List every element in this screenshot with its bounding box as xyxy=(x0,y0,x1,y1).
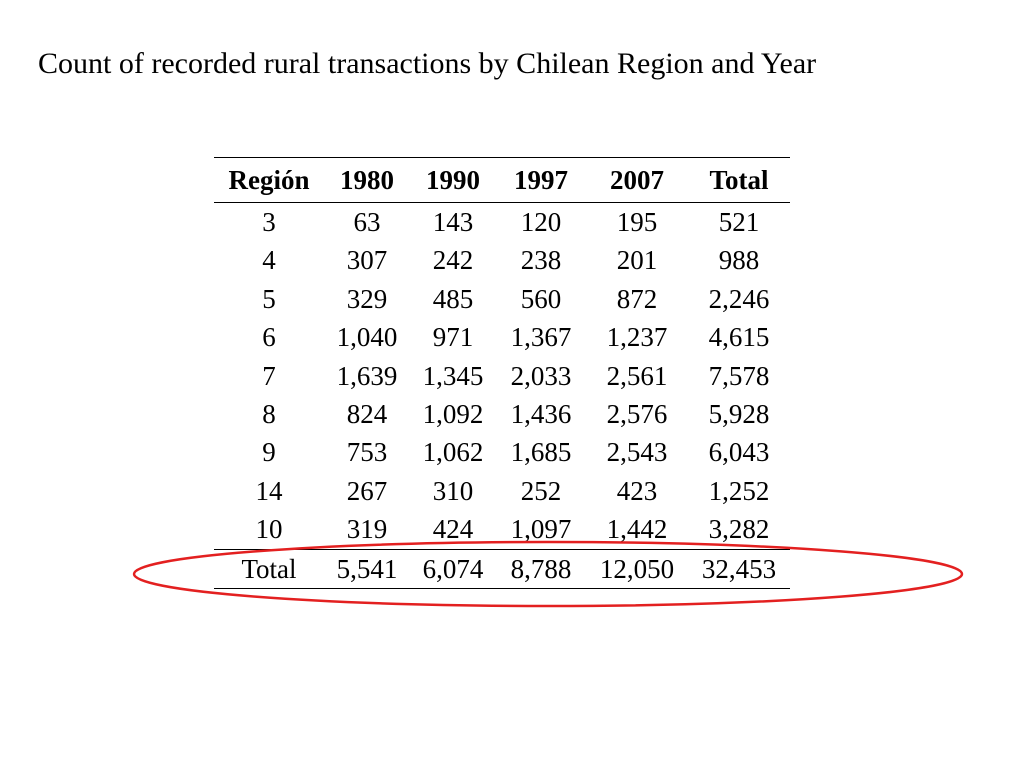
table-cell: 143 xyxy=(432,207,474,237)
table-cell: 1,436 xyxy=(510,399,572,430)
table-cell: 560 xyxy=(520,283,562,314)
table-row: 14 267 310 252 423 1,252 xyxy=(214,472,790,510)
table-header-row: Región 1980 1990 1997 2007 Total xyxy=(214,157,790,203)
table-cell: 238 xyxy=(520,245,562,276)
table-cell: 252 xyxy=(520,475,562,506)
table-cell: 1,367 xyxy=(510,322,572,353)
table-cell: 10 xyxy=(255,514,283,545)
page-title: Count of recorded rural transactions by … xyxy=(38,47,817,80)
table-row: 9 753 1,062 1,685 2,543 6,043 xyxy=(214,433,790,471)
table-cell: 4,615 xyxy=(708,322,770,353)
table-row: 4 307 242 238 201 988 xyxy=(214,241,790,279)
column-header-total: Total xyxy=(709,165,769,195)
column-header-1980: 1980 xyxy=(340,165,394,195)
table-cell: 1,685 xyxy=(510,437,572,468)
table-cell: 7 xyxy=(262,360,276,391)
table-row: 8 824 1,092 1,436 2,576 5,928 xyxy=(214,395,790,433)
table-row: 7 1,639 1,345 2,033 2,561 7,578 xyxy=(214,357,790,395)
table-row: 3 63 143 120 195 521 xyxy=(214,203,790,242)
table-cell: 120 xyxy=(520,207,562,237)
total-row-label: Total xyxy=(241,553,297,584)
transactions-table: Región 1980 1990 1997 2007 Total 3 63 14… xyxy=(214,157,790,589)
table-cell: 7,578 xyxy=(708,360,770,391)
table-cell: 2,033 xyxy=(510,360,572,391)
table-cell: 1,040 xyxy=(336,322,398,353)
table-cell: 1,345 xyxy=(422,360,484,391)
column-header-2007: 2007 xyxy=(610,165,664,195)
total-cell-grand-total: 32,453 xyxy=(701,553,777,584)
table-cell: 63 xyxy=(353,207,381,237)
total-row: Total 5,541 6,074 8,788 12,050 32,453 xyxy=(214,549,790,589)
table-cell: 242 xyxy=(432,245,474,276)
table-cell: 1,092 xyxy=(422,399,484,430)
table-cell: 423 xyxy=(616,475,658,506)
total-cell-1997: 8,788 xyxy=(510,553,572,584)
column-header-1990: 1990 xyxy=(426,165,480,195)
table-cell: 753 xyxy=(346,437,388,468)
table-cell: 201 xyxy=(616,245,658,276)
table-cell: 4 xyxy=(262,245,276,276)
table-cell: 195 xyxy=(616,207,658,237)
table-cell: 310 xyxy=(432,475,474,506)
table-cell: 485 xyxy=(432,283,474,314)
table-cell: 6 xyxy=(262,322,276,353)
table-cell: 2,246 xyxy=(708,283,770,314)
table-cell: 988 xyxy=(718,245,760,276)
table-cell: 2,576 xyxy=(606,399,668,430)
table-cell: 1,237 xyxy=(606,322,668,353)
table-cell: 824 xyxy=(346,399,388,430)
column-header-region: Región xyxy=(228,165,310,195)
total-cell-1990: 6,074 xyxy=(422,553,484,584)
table-cell: 3 xyxy=(262,207,276,237)
table-row: 5 329 485 560 872 2,246 xyxy=(214,280,790,318)
table-cell: 8 xyxy=(262,399,276,430)
table-cell: 1,252 xyxy=(708,475,770,506)
table-cell: 1,062 xyxy=(422,437,484,468)
table-row: 10 319 424 1,097 1,442 3,282 xyxy=(214,510,790,549)
table-row: 6 1,040 971 1,367 1,237 4,615 xyxy=(214,318,790,356)
total-cell-1980: 5,541 xyxy=(336,553,398,584)
table-cell: 1,442 xyxy=(606,514,668,545)
table-cell: 971 xyxy=(432,322,474,353)
table-cell: 3,282 xyxy=(708,514,770,545)
table-cell: 5,928 xyxy=(708,399,770,430)
table-cell: 424 xyxy=(432,514,474,545)
total-cell-2007: 12,050 xyxy=(599,553,675,584)
table-cell: 872 xyxy=(616,283,658,314)
transactions-table-container: Región 1980 1990 1997 2007 Total 3 63 14… xyxy=(214,157,790,589)
column-header-1997: 1997 xyxy=(514,165,568,195)
table-cell: 1,639 xyxy=(336,360,398,391)
table-cell: 14 xyxy=(255,475,283,506)
table-cell: 319 xyxy=(346,514,388,545)
table-cell: 6,043 xyxy=(708,437,770,468)
table-cell: 307 xyxy=(346,245,388,276)
table-cell: 5 xyxy=(262,283,276,314)
table-cell: 9 xyxy=(262,437,276,468)
table-cell: 329 xyxy=(346,283,388,314)
table-cell: 2,543 xyxy=(606,437,668,468)
table-cell: 2,561 xyxy=(606,360,668,391)
table-cell: 521 xyxy=(718,207,760,237)
table-cell: 1,097 xyxy=(510,514,572,545)
table-cell: 267 xyxy=(346,475,388,506)
